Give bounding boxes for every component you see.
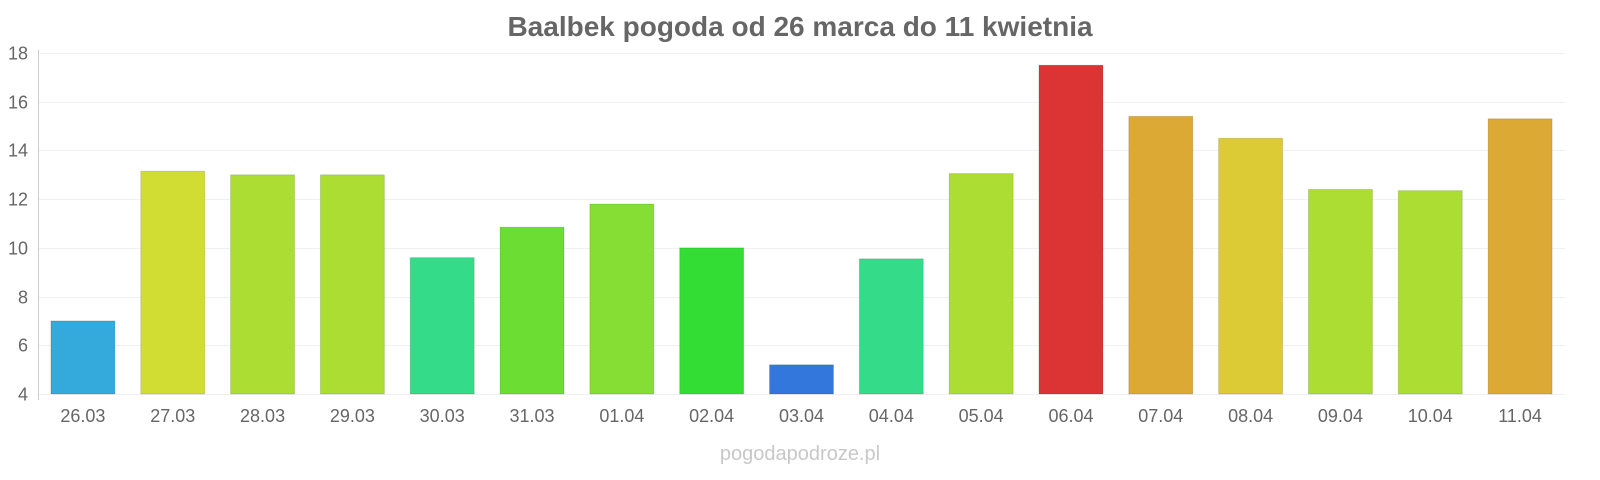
y-tick-label: 8: [18, 288, 28, 308]
bar-01.04[interactable]: [589, 203, 655, 395]
x-tick-label: 05.04: [959, 406, 1004, 426]
x-tick-label: 08.04: [1228, 406, 1273, 426]
x-tick-label: 10.04: [1408, 406, 1453, 426]
bar-31.03[interactable]: [499, 226, 565, 395]
bar-11.04[interactable]: [1487, 118, 1553, 395]
x-tick-label: 27.03: [150, 406, 195, 426]
bar-05.04[interactable]: [948, 173, 1014, 395]
y-tick-label: 16: [8, 93, 28, 113]
x-tick-label: 30.03: [420, 406, 465, 426]
bar-27.03[interactable]: [140, 170, 206, 395]
x-tick-label: 02.04: [689, 406, 734, 426]
x-tick-label: 01.04: [599, 406, 644, 426]
y-tick-label: 10: [8, 239, 28, 259]
chart-title: Baalbek pogoda od 26 marca do 11 kwietni…: [507, 11, 1093, 42]
bar-08.04[interactable]: [1218, 137, 1284, 395]
y-tick-label: 6: [18, 336, 28, 356]
bar-04.04[interactable]: [858, 258, 924, 395]
x-tick-label: 26.03: [60, 406, 105, 426]
bar-26.03[interactable]: [50, 320, 116, 395]
x-tick-label: 09.04: [1318, 406, 1363, 426]
y-tick-label: 12: [8, 190, 28, 210]
bar-02.04[interactable]: [679, 247, 745, 395]
x-tick-label: 03.04: [779, 406, 824, 426]
x-tick-label: 07.04: [1138, 406, 1183, 426]
y-tick-label: 4: [18, 385, 28, 405]
x-tick-label: 06.04: [1048, 406, 1093, 426]
x-tick-label: 11.04: [1498, 406, 1542, 426]
x-tick-label: 31.03: [510, 406, 555, 426]
bar-10.04[interactable]: [1397, 190, 1463, 395]
x-tick-label: 04.04: [869, 406, 914, 426]
bar-06.04[interactable]: [1038, 64, 1104, 395]
x-axis: 26.03 27.03 28.03 29.03 30.03 31.03 01.04 02.04…: [60, 406, 1542, 426]
bar-07.04[interactable]: [1128, 115, 1194, 395]
bar-03.04[interactable]: [769, 364, 834, 395]
y-tick-label: 18: [8, 44, 28, 64]
x-tick-label: 28.03: [240, 406, 285, 426]
bar-28.03[interactable]: [230, 174, 296, 395]
x-tick-label: 29.03: [330, 406, 375, 426]
y-axis: 4 6 8 10 12 14 16 18: [8, 44, 28, 405]
bar-30.03[interactable]: [409, 257, 475, 395]
y-tick-label: 14: [8, 141, 28, 161]
bars: [50, 64, 1553, 395]
watermark: pogodapodroze.pl: [720, 443, 880, 465]
bar-09.04[interactable]: [1307, 188, 1373, 395]
bar-29.03[interactable]: [319, 174, 385, 395]
